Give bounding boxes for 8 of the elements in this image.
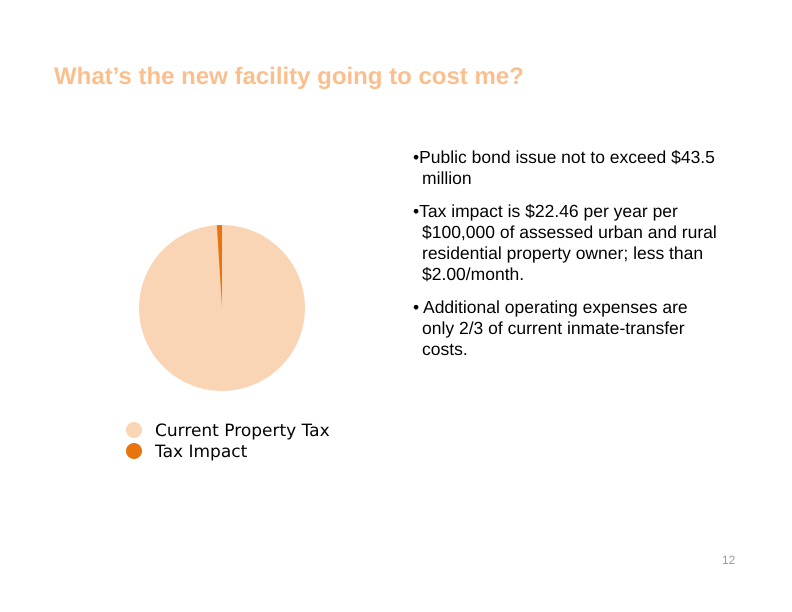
chart-title: What’s the new facility going to cost me?: [54, 63, 524, 90]
text: • Additional operating expenses are only 2/3 of current inmate-transfer costs.: [413, 297, 688, 359]
legend-label: Current Property Tax: [155, 421, 330, 441]
text: 12: [722, 553, 736, 567]
text: •Tax impact is $22.46 per year per $100,000 of assessed urban and rural residential property owner; less than $2.00/month.: [413, 201, 717, 284]
pie-slice: [139, 225, 305, 391]
legend-label: Tax Impact: [154, 442, 248, 462]
text: •Public bond issue not to exceed $43.5 million: [413, 147, 715, 188]
